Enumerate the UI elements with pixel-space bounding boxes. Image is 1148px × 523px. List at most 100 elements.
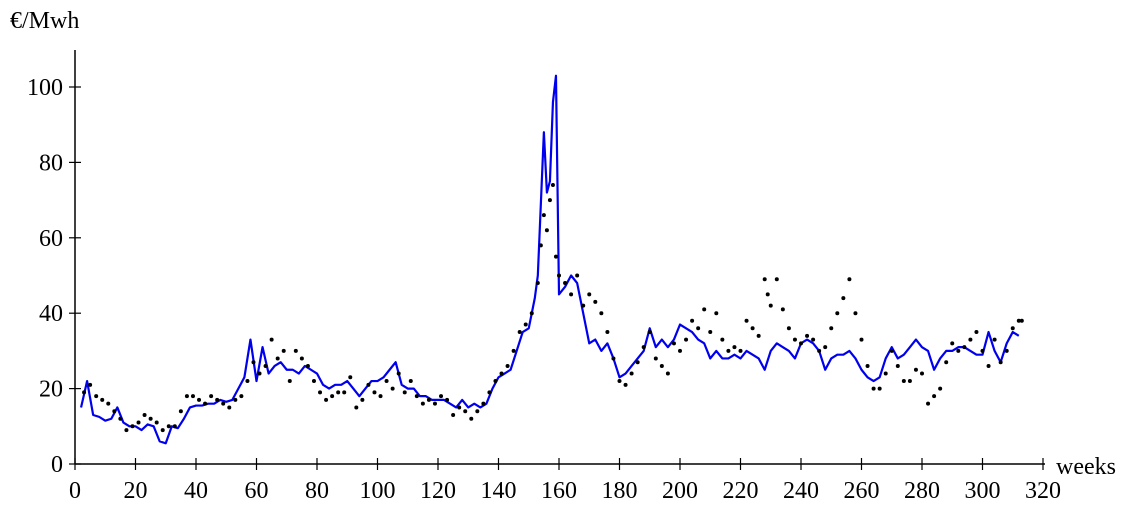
- data-point: [348, 375, 353, 380]
- data-point: [178, 409, 183, 414]
- data-point: [799, 341, 803, 346]
- data-point: [786, 326, 791, 331]
- data-point: [817, 348, 822, 353]
- x-tick-label: 140: [481, 478, 517, 504]
- data-point: [605, 330, 610, 335]
- data-point: [221, 401, 226, 406]
- data-point: [257, 371, 262, 376]
- data-point: [547, 198, 552, 203]
- data-point: [653, 356, 658, 361]
- x-tick-label: 120: [420, 478, 456, 504]
- data-point: [986, 363, 991, 368]
- data-point: [865, 363, 870, 368]
- data-point: [378, 394, 383, 399]
- data-point: [172, 424, 177, 429]
- data-point: [974, 330, 979, 335]
- data-point: [469, 416, 474, 421]
- data-point: [599, 311, 604, 316]
- data-point: [311, 379, 316, 384]
- data-point: [511, 348, 516, 353]
- data-point: [744, 318, 749, 323]
- data-point: [938, 386, 943, 391]
- data-point: [354, 405, 359, 410]
- data-point: [190, 394, 195, 399]
- data-point: [720, 337, 725, 342]
- data-point: [883, 371, 888, 376]
- data-point: [907, 379, 912, 384]
- data-point: [665, 371, 670, 376]
- data-point: [366, 382, 371, 387]
- data-point: [505, 363, 510, 368]
- x-tick-label: 220: [723, 478, 759, 504]
- data-point: [780, 307, 785, 312]
- data-point: [738, 348, 743, 353]
- data-point: [360, 397, 365, 402]
- data-point: [451, 412, 456, 417]
- data-point: [408, 379, 413, 384]
- series-line: [79, 74, 1020, 445]
- y-tick-label: 100: [27, 75, 63, 101]
- data-point: [889, 348, 894, 353]
- data-point: [714, 311, 719, 316]
- data-point: [88, 382, 93, 387]
- data-point: [956, 348, 961, 353]
- data-point: [544, 228, 549, 233]
- data-point: [768, 303, 773, 308]
- data-point: [575, 273, 580, 278]
- data-point: [209, 394, 214, 399]
- data-point: [671, 341, 676, 346]
- data-point: [324, 397, 329, 402]
- data-point: [130, 424, 135, 429]
- data-point: [293, 348, 298, 353]
- y-tick-label: 20: [39, 377, 63, 403]
- data-point: [901, 379, 906, 384]
- data-point: [142, 412, 147, 417]
- data-point: [94, 394, 99, 399]
- x-tick-label: 260: [844, 478, 880, 504]
- data-point: [581, 303, 586, 308]
- data-point: [517, 330, 522, 335]
- data-point: [847, 277, 852, 282]
- data-point: [774, 277, 779, 282]
- data-point: [227, 405, 232, 410]
- data-point: [100, 397, 105, 402]
- data-point: [678, 348, 682, 353]
- data-point: [690, 318, 695, 323]
- data-point: [726, 348, 731, 353]
- data-point: [239, 394, 244, 399]
- data-point: [950, 341, 955, 346]
- data-point: [160, 428, 165, 433]
- data-point: [871, 386, 876, 391]
- data-point: [913, 367, 918, 372]
- data-point: [702, 307, 707, 312]
- x-tick-label: 200: [662, 478, 698, 504]
- data-point: [281, 348, 286, 353]
- data-point: [493, 379, 498, 384]
- data-point: [756, 333, 761, 338]
- data-point: [926, 401, 931, 406]
- data-point: [968, 337, 973, 342]
- data-point: [275, 356, 280, 361]
- data-point: [895, 363, 900, 368]
- data-point: [263, 363, 268, 368]
- data-point: [617, 379, 622, 384]
- y-tick-label: 0: [51, 452, 63, 478]
- data-point: [696, 326, 701, 331]
- data-point: [1004, 348, 1009, 353]
- data-point: [563, 281, 568, 286]
- data-point: [859, 337, 864, 342]
- data-point: [481, 401, 486, 406]
- data-point: [245, 379, 250, 384]
- x-tick-label: 300: [965, 478, 1001, 504]
- data-point: [523, 322, 528, 327]
- data-point: [853, 311, 858, 316]
- data-point: [553, 254, 558, 259]
- data-point: [877, 386, 882, 391]
- data-point: [538, 243, 543, 248]
- data-point: [611, 356, 616, 361]
- data-point: [762, 277, 767, 282]
- y-tick-label: 60: [39, 226, 63, 252]
- y-axis-label: €/Mwh: [10, 8, 79, 34]
- data-point: [475, 409, 480, 414]
- data-point: [148, 416, 153, 421]
